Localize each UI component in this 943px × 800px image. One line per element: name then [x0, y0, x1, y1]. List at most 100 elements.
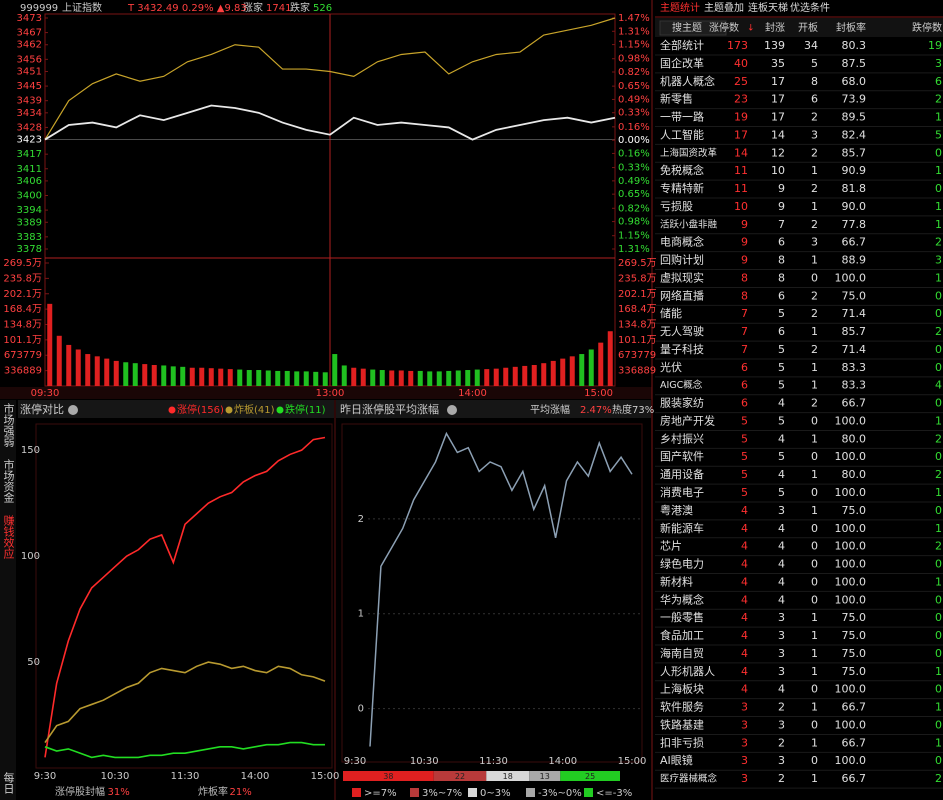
theme-name[interactable]: 新零售	[660, 92, 693, 106]
column-header[interactable]: 封板率	[836, 21, 866, 34]
theme-name[interactable]: 服装家纺	[660, 396, 704, 410]
cell: 4	[741, 611, 748, 624]
theme-name[interactable]: 芯片	[660, 539, 682, 553]
theme-name[interactable]: 一带一路	[660, 111, 704, 124]
volume-tick-label: 673779	[618, 350, 656, 361]
theme-name[interactable]: 人形机器人	[660, 664, 715, 678]
tab[interactable]: 主题叠加	[704, 2, 744, 14]
theme-name[interactable]: 免税概念	[660, 163, 704, 177]
theme-name[interactable]: 扣非亏损	[660, 735, 704, 749]
cell: 2	[811, 289, 818, 302]
theme-name[interactable]: 光伏	[660, 360, 682, 374]
theme-name[interactable]: 无人驾驶	[660, 324, 704, 338]
theme-name[interactable]: 量子科技	[660, 342, 704, 356]
theme-name[interactable]: 海南自贸	[660, 646, 704, 660]
y-tick-label: 0	[358, 704, 364, 715]
theme-name[interactable]: 华为概念	[660, 592, 704, 606]
volume-bar	[85, 354, 91, 386]
volume-bar	[607, 331, 613, 386]
theme-name[interactable]: AI眼镜	[660, 753, 693, 767]
legend-label: >=7%	[364, 788, 397, 799]
cell: 2	[935, 93, 942, 106]
x-tick-label: 9:30	[34, 771, 56, 782]
pct-tick-label: 1.31%	[618, 26, 650, 37]
volume-bar	[56, 335, 62, 386]
volume-bar	[94, 356, 100, 386]
info-icon[interactable]	[447, 405, 457, 415]
tab[interactable]: 主题统计	[660, 1, 700, 14]
cell: 100.0	[835, 558, 867, 571]
theme-name[interactable]: 上海国资改革	[660, 147, 718, 159]
volume-bar	[417, 370, 423, 386]
cell: 0	[935, 754, 942, 767]
price-tick-label: 3400	[17, 191, 42, 202]
cell: 1	[935, 218, 942, 231]
theme-name[interactable]: 亏损股	[660, 199, 693, 213]
column-header[interactable]: 封涨	[765, 21, 785, 34]
side-tab[interactable]: 赚钱效应	[2, 514, 15, 560]
theme-name[interactable]: 房地产开发	[660, 413, 715, 427]
search-box[interactable]	[659, 20, 727, 36]
cell: 0	[935, 558, 942, 571]
cell: 3	[778, 611, 785, 624]
theme-name[interactable]: AIGC概念	[660, 379, 703, 391]
theme-name[interactable]: 活跃小盘非融	[660, 218, 718, 230]
cell: 3	[778, 504, 785, 517]
theme-name[interactable]: 储能	[660, 306, 682, 320]
column-header[interactable]: 开板	[798, 21, 818, 34]
distribution-segment	[433, 771, 487, 781]
side-tab[interactable]: 市场强弱	[2, 402, 15, 448]
price-tick-label: 3423	[17, 135, 42, 146]
legend-dot	[276, 406, 284, 414]
theme-name[interactable]: 国企改革	[660, 56, 704, 70]
tab[interactable]: 连板天梯	[748, 1, 788, 14]
theme-name[interactable]: 铁路基建	[660, 717, 704, 731]
cell: 5	[741, 486, 748, 499]
cell: 0	[935, 593, 942, 606]
tab[interactable]: 优选条件	[790, 1, 830, 14]
cell: 75.0	[842, 647, 867, 660]
side-tab[interactable]: 每日	[2, 771, 15, 794]
theme-name[interactable]: 虚拟现实	[660, 270, 704, 284]
cell: 90.0	[842, 200, 867, 213]
volume-bar	[541, 363, 547, 386]
theme-name[interactable]: 医疗器械概念	[660, 773, 718, 785]
volume-bar	[379, 370, 385, 386]
theme-name[interactable]: 全部统计	[660, 38, 704, 52]
side-tab[interactable]: 市场资金	[2, 458, 15, 503]
theme-name[interactable]: 乡村振兴	[660, 431, 704, 445]
theme-name[interactable]: 一般零售	[660, 610, 704, 624]
cell: 0	[811, 718, 818, 731]
theme-name[interactable]: 上海板块	[660, 682, 704, 696]
distribution-count: 22	[455, 772, 465, 781]
theme-name[interactable]: 消费电子	[660, 485, 704, 499]
theme-name[interactable]: 专精特新	[660, 181, 704, 195]
theme-name[interactable]: 通用设备	[660, 467, 704, 481]
cell: 80.3	[842, 39, 867, 52]
cell: 0	[935, 504, 942, 517]
theme-name[interactable]: 新材料	[660, 574, 693, 588]
theme-name[interactable]: 粤港澳	[660, 503, 693, 517]
theme-name[interactable]: 人工智能	[660, 127, 704, 141]
cell: 80.0	[842, 432, 867, 445]
theme-name[interactable]: 电商概念	[660, 235, 704, 249]
volume-tick-label: 235.8万	[3, 273, 42, 284]
volume-tick-label: 235.8万	[618, 273, 657, 284]
pct-tick-label: 0.33%	[618, 108, 650, 119]
theme-name[interactable]: 机器人概念	[660, 74, 715, 88]
theme-name[interactable]: 网络直播	[660, 288, 704, 302]
down-count: 526	[313, 3, 332, 14]
theme-name[interactable]: 软件服务	[660, 700, 704, 714]
legend-label: 3%~7%	[422, 788, 462, 799]
cell: 1	[935, 271, 942, 284]
theme-name[interactable]: 新能源车	[660, 521, 704, 535]
column-header[interactable]: 涨停数	[709, 21, 739, 34]
heat: 热度73%	[612, 403, 654, 416]
theme-name[interactable]: 绿色电力	[660, 557, 704, 571]
theme-name[interactable]: 国产软件	[660, 449, 704, 463]
cell: 3	[741, 701, 748, 714]
theme-name[interactable]: 回购计划	[660, 253, 704, 267]
column-header[interactable]: 跌停数	[912, 21, 942, 34]
theme-name[interactable]: 食品加工	[660, 628, 704, 642]
info-icon[interactable]	[68, 405, 78, 415]
